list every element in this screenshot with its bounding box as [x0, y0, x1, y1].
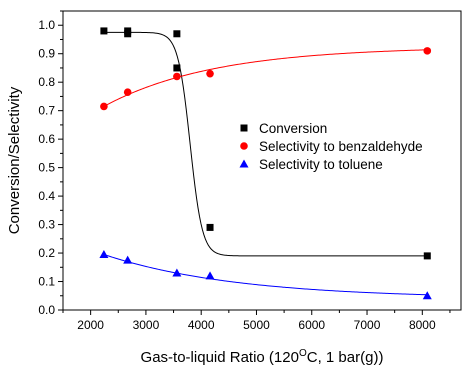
- y-tick-label: 0.0: [38, 303, 55, 317]
- legend-marker: [239, 159, 249, 168]
- conversion-fit-line: [103, 31, 428, 257]
- x-tick-label: 3000: [133, 318, 160, 332]
- x-tick-label: 5000: [243, 318, 270, 332]
- data-point-conversion: [100, 27, 108, 35]
- data-point-benzaldehyde: [100, 102, 108, 111]
- y-tick-label: 0.4: [38, 189, 55, 203]
- data-point-toluene: [172, 268, 182, 277]
- data-points: [99, 27, 432, 300]
- x-tick-label: 2000: [77, 318, 104, 332]
- legend-marker: [240, 142, 248, 150]
- data-point-benzaldehyde: [123, 88, 132, 96]
- legend-label: Selectivity to toluene: [259, 157, 383, 172]
- x-tick-label: 7000: [354, 318, 381, 332]
- data-point-benzaldehyde: [206, 69, 214, 78]
- x-tick-label: 8000: [409, 318, 436, 332]
- data-point-benzaldehyde: [423, 47, 432, 55]
- legend: Conversion Selectivity to benzaldehyde Sel…: [239, 121, 423, 172]
- y-tick-label: 0.7: [38, 104, 55, 118]
- data-point-conversion: [173, 64, 181, 72]
- plot-frame: [62, 10, 462, 311]
- y-tick-label: 0.9: [38, 47, 55, 61]
- x-axis-title: Gas-to-liquid Ratio (120OC, 1 bar(g)): [141, 348, 384, 366]
- y-axis-title: Conversion/Selectivity: [6, 86, 23, 234]
- legend-label: Conversion: [259, 121, 327, 136]
- benzaldehyde-fit-line: [103, 49, 428, 107]
- data-point-benzaldehyde: [173, 72, 181, 81]
- legend-marker: [240, 124, 248, 132]
- data-point-conversion: [173, 30, 181, 38]
- toluene-fit-line: [103, 253, 428, 296]
- data-point-toluene: [99, 249, 109, 258]
- y-tick-label: 0.3: [38, 218, 55, 232]
- y-tick-label: 1.0: [38, 18, 55, 32]
- data-point-conversion: [124, 30, 132, 38]
- y-tick-label: 0.2: [38, 246, 55, 260]
- data-point-toluene: [422, 291, 432, 300]
- x-tick-label: 6000: [298, 318, 325, 332]
- x-tick-label: 4000: [188, 318, 215, 332]
- data-point-conversion: [206, 223, 214, 231]
- data-point-toluene: [205, 271, 215, 280]
- y-tick-label: 0.1: [38, 275, 55, 289]
- y-tick-label: 0.5: [38, 161, 55, 175]
- y-tick-label: 0.6: [38, 132, 55, 146]
- axes: 2000 3000 4000 5000 6000 7000 8000 0.0 0.1 0.2 0.3…: [38, 10, 462, 332]
- data-point-toluene: [123, 255, 133, 264]
- legend-label: Selectivity to benzaldehyde: [259, 139, 423, 154]
- data-point-conversion: [423, 252, 431, 260]
- y-tick-label: 0.8: [38, 75, 55, 89]
- fit-curves: [103, 31, 428, 296]
